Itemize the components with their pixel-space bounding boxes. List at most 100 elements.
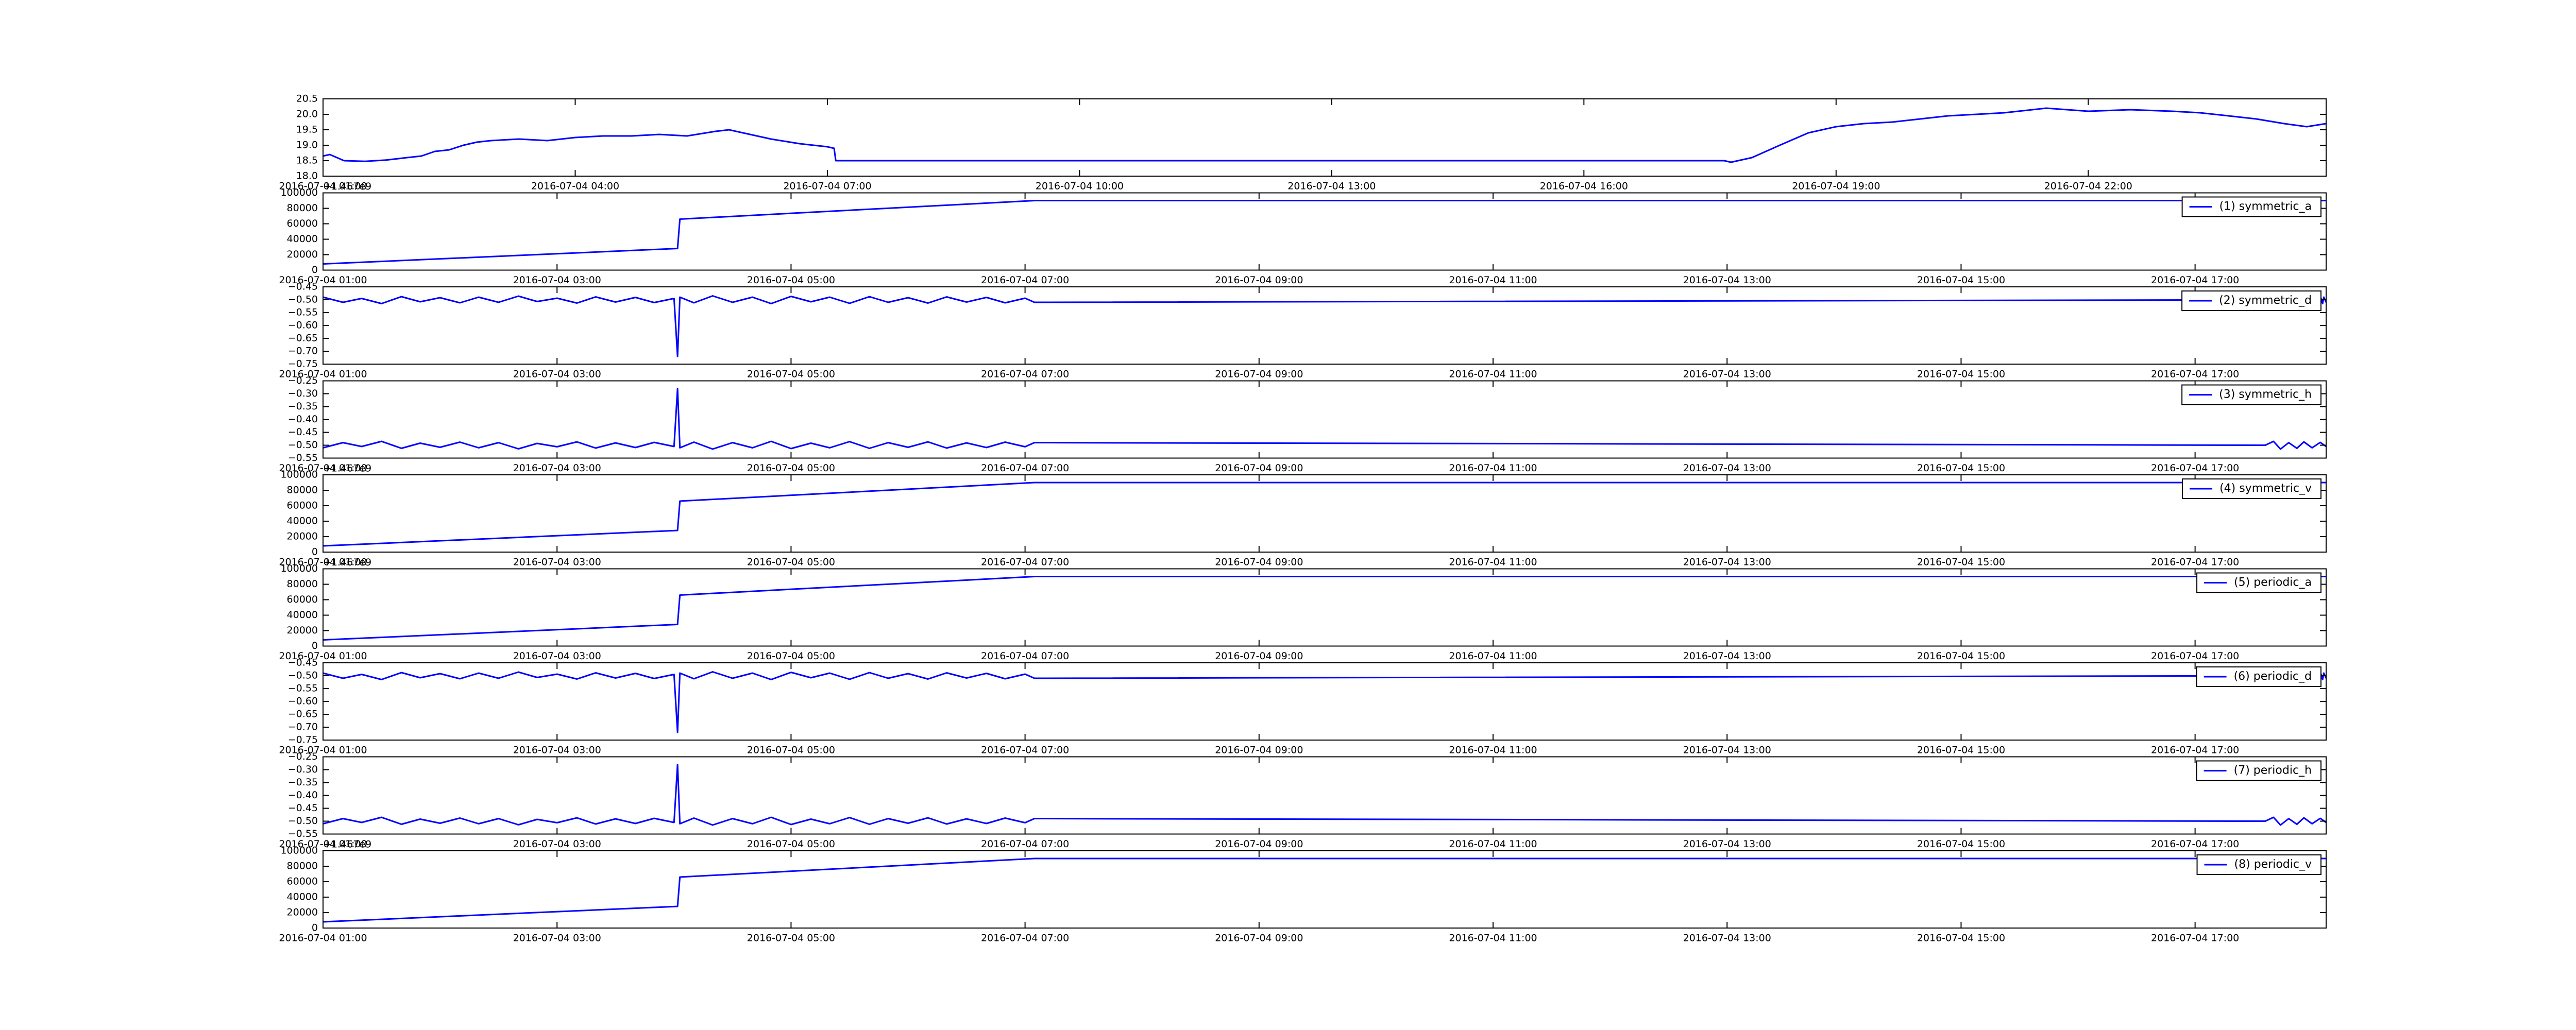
subplot: 2016-07-04 01:00 2016-07-04 04:00 2016-07-… bbox=[279, 93, 2327, 192]
y-tick-label: −0.70 bbox=[288, 722, 318, 733]
legend: (5) periodic_a bbox=[2196, 572, 2321, 593]
x-tick-label: 2016-07-04 13:00 bbox=[1683, 838, 1771, 850]
x-tick-label: 2016-07-04 05:00 bbox=[747, 369, 835, 380]
y-tick-label: −0.45 bbox=[288, 657, 318, 668]
x-tick-label: 2016-07-04 07:00 bbox=[981, 369, 1069, 380]
y-tick-label: −0.25 bbox=[288, 375, 318, 386]
y-tick-label: 20000 bbox=[287, 907, 318, 918]
y-tick-label: 18.5 bbox=[296, 155, 318, 166]
subplot: 2016-07-04 01:00 2016-07-04 03:00 2016-07-… bbox=[279, 463, 2327, 568]
x-tick-label: 2016-07-04 09:00 bbox=[1215, 838, 1303, 850]
x-tick-label: 2016-07-04 15:00 bbox=[1917, 557, 2005, 568]
subplot: 2016-07-04 01:00 2016-07-04 03:00 2016-07-… bbox=[279, 557, 2327, 662]
y-tick-label: −0.30 bbox=[288, 388, 318, 399]
x-tick-label: 2016-07-04 05:00 bbox=[747, 933, 835, 944]
axes-frame bbox=[323, 568, 2327, 647]
y-offset-text: +1.467e9 bbox=[323, 463, 371, 474]
x-tick-label: 2016-07-04 22:00 bbox=[2044, 181, 2132, 192]
legend-label: (2) symmetric_d bbox=[2219, 294, 2312, 307]
y-tick-label: 60000 bbox=[287, 876, 318, 887]
x-tick-label: 2016-07-04 07:00 bbox=[981, 462, 1069, 474]
x-tick-label: 2016-07-04 03:00 bbox=[513, 369, 601, 380]
axes-frame bbox=[323, 662, 2327, 741]
x-tick-label: 2016-07-04 13:00 bbox=[1683, 557, 1771, 568]
x-tick-label: 2016-07-04 01:00 bbox=[279, 745, 367, 756]
legend-label: (3) symmetric_h bbox=[2219, 388, 2312, 401]
subplot: 2016-07-04 01:00 2016-07-04 03:00 2016-07-… bbox=[279, 281, 2327, 380]
legend: (8) periodic_v bbox=[2196, 854, 2321, 875]
y-tick-label: 100000 bbox=[280, 845, 318, 856]
x-tick-label: 2016-07-04 07:00 bbox=[981, 557, 1069, 568]
y-tick-label: 20000 bbox=[287, 249, 318, 260]
x-tick-label: 2016-07-04 17:00 bbox=[2151, 838, 2239, 850]
y-tick-label: −0.55 bbox=[288, 452, 318, 464]
y-tick-label: −0.70 bbox=[288, 346, 318, 357]
axes-frame bbox=[323, 474, 2327, 553]
x-tick-label: 2016-07-04 03:00 bbox=[513, 745, 601, 756]
y-tick-label: 0 bbox=[312, 264, 318, 276]
data-line bbox=[323, 295, 2327, 357]
x-tick-label: 2016-07-04 01:00 bbox=[279, 369, 367, 380]
y-tick-label: 100000 bbox=[280, 469, 318, 480]
x-tick-label: 2016-07-04 04:00 bbox=[531, 181, 619, 192]
x-tick-label: 2016-07-04 11:00 bbox=[1449, 838, 1537, 850]
x-tick-label: 2016-07-04 03:00 bbox=[513, 557, 601, 568]
axes-frame bbox=[323, 98, 2327, 177]
y-tick-label: −0.65 bbox=[288, 333, 318, 344]
y-tick-label: −0.45 bbox=[288, 426, 318, 438]
x-tick-label: 2016-07-04 19:00 bbox=[1792, 181, 1880, 192]
y-tick-label: 80000 bbox=[287, 578, 318, 590]
subplot: 2016-07-04 01:00 2016-07-04 03:00 2016-07-… bbox=[279, 839, 2327, 944]
y-tick-label: 60000 bbox=[287, 218, 318, 229]
x-tick-label: 2016-07-04 09:00 bbox=[1215, 650, 1303, 662]
y-tick-label: 0 bbox=[312, 922, 318, 934]
x-tick-label: 2016-07-04 01:00 bbox=[279, 838, 367, 850]
x-tick-label: 2016-07-04 11:00 bbox=[1449, 650, 1537, 662]
legend: (6) periodic_d bbox=[2196, 666, 2321, 687]
y-tick-label: −0.60 bbox=[288, 696, 318, 707]
x-tick-label: 2016-07-04 13:00 bbox=[1287, 181, 1376, 192]
x-tick-label: 2016-07-04 17:00 bbox=[2151, 274, 2239, 286]
y-tick-label: 18.0 bbox=[296, 170, 318, 182]
y-tick-label: −0.50 bbox=[288, 439, 318, 451]
y-tick-label: −0.45 bbox=[288, 802, 318, 814]
data-line bbox=[323, 671, 2327, 733]
subplot: 2016-07-04 01:00 2016-07-04 03:00 2016-07-… bbox=[279, 181, 2327, 286]
y-tick-label: −0.50 bbox=[288, 670, 318, 681]
x-tick-label: 2016-07-04 11:00 bbox=[1449, 369, 1537, 380]
x-tick-label: 2016-07-04 15:00 bbox=[1917, 650, 2005, 662]
legend: (7) periodic_h bbox=[2196, 760, 2321, 781]
y-tick-label: −0.75 bbox=[288, 734, 318, 746]
y-tick-label: −0.40 bbox=[288, 789, 318, 801]
y-tick-label: 40000 bbox=[287, 233, 318, 245]
x-tick-label: 2016-07-04 15:00 bbox=[1917, 274, 2005, 286]
data-line bbox=[323, 107, 2327, 163]
x-tick-label: 2016-07-04 03:00 bbox=[513, 274, 601, 286]
y-tick-label: −0.65 bbox=[288, 709, 318, 720]
legend-label: (6) periodic_d bbox=[2234, 670, 2312, 683]
y-tick-label: 19.0 bbox=[296, 140, 318, 151]
y-tick-label: −0.50 bbox=[288, 815, 318, 827]
x-tick-label: 2016-07-04 05:00 bbox=[747, 462, 835, 474]
x-tick-label: 2016-07-04 09:00 bbox=[1215, 557, 1303, 568]
axes-frame bbox=[323, 192, 2327, 271]
y-tick-label: −0.40 bbox=[288, 414, 318, 425]
x-tick-label: 2016-07-04 11:00 bbox=[1449, 462, 1537, 474]
x-tick-label: 2016-07-04 15:00 bbox=[1917, 462, 2005, 474]
subplot: 2016-07-04 01:00 2016-07-04 03:00 2016-07-… bbox=[279, 375, 2327, 474]
y-tick-label: 0 bbox=[312, 640, 318, 651]
legend-label: (8) periodic_v bbox=[2234, 858, 2312, 871]
x-tick-label: 2016-07-04 05:00 bbox=[747, 557, 835, 568]
data-line bbox=[323, 764, 2327, 826]
y-tick-label: 40000 bbox=[287, 609, 318, 621]
x-tick-label: 2016-07-04 01:00 bbox=[279, 650, 367, 662]
x-tick-label: 2016-07-04 03:00 bbox=[513, 933, 601, 944]
x-tick-label: 2016-07-04 17:00 bbox=[2151, 745, 2239, 756]
subplot: 2016-07-04 01:00 2016-07-04 03:00 2016-07-… bbox=[279, 657, 2327, 756]
y-tick-label: 100000 bbox=[280, 187, 318, 198]
y-tick-label: 40000 bbox=[287, 891, 318, 903]
x-tick-label: 2016-07-04 11:00 bbox=[1449, 274, 1537, 286]
x-tick-label: 2016-07-04 09:00 bbox=[1215, 745, 1303, 756]
x-tick-label: 2016-07-04 09:00 bbox=[1215, 462, 1303, 474]
